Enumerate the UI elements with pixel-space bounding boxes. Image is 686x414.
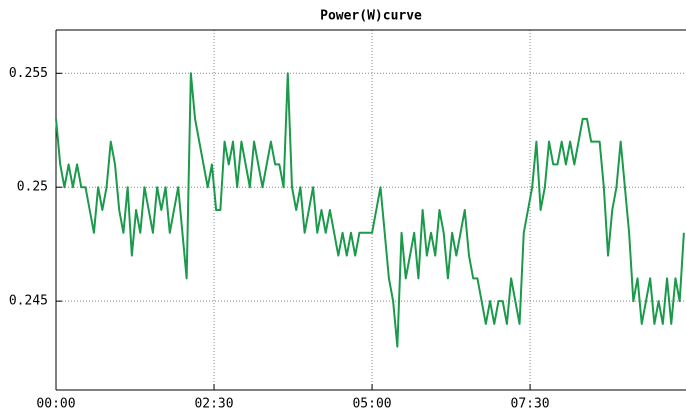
y-tick-label: 0.255 [9, 66, 48, 81]
x-tick-label: 05:00 [352, 397, 391, 412]
x-tick-label: 02:30 [194, 397, 233, 412]
chart-title: Power(W)curve [320, 9, 422, 24]
data-line [55, 72, 685, 348]
x-tick-label: 00:00 [36, 397, 75, 412]
x-tick-label: 07:30 [511, 397, 550, 412]
y-tick-label: 0.25 [17, 180, 48, 195]
y-tick-label: 0.245 [9, 294, 48, 309]
